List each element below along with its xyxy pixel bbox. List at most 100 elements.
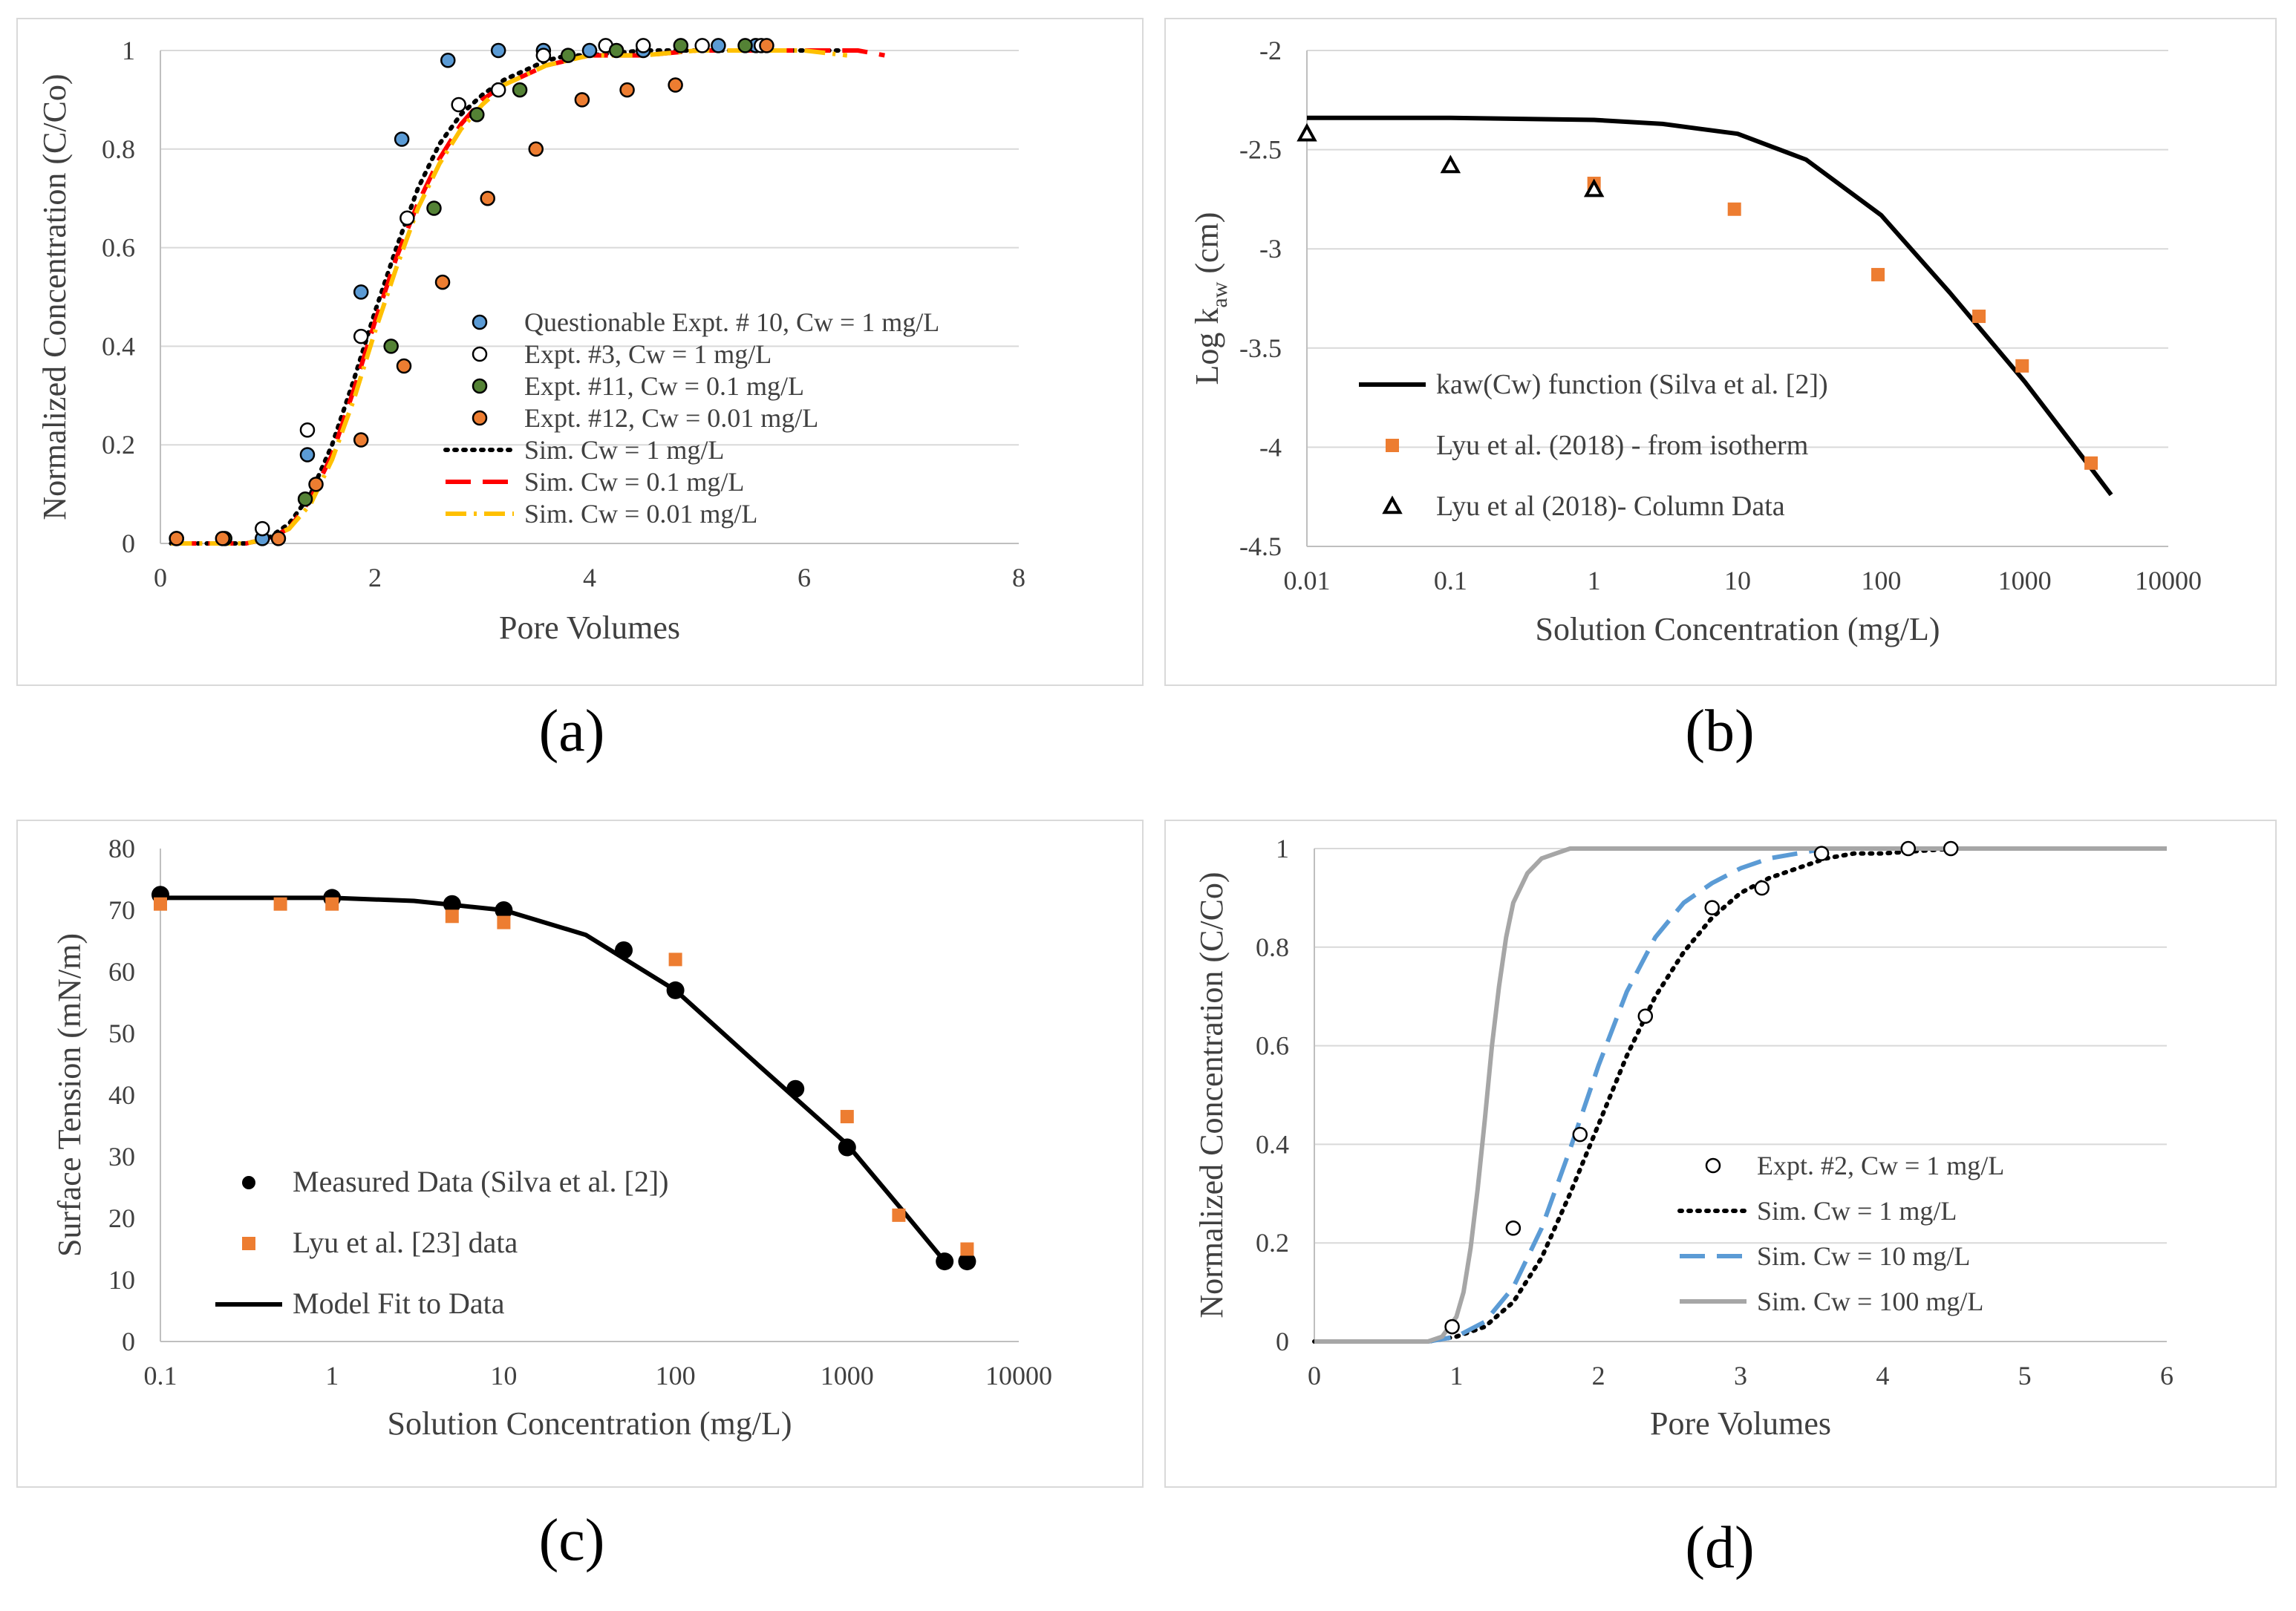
data-point-a-2-10 [737, 38, 753, 53]
y-tick-label-b-2: -3.5 [1239, 333, 1282, 363]
data-point-b-2-1 [1440, 154, 1461, 174]
series-c-1 [154, 897, 974, 1256]
series-d-0 [1444, 840, 1959, 1335]
data-point-c-0-5 [666, 981, 685, 999]
y-axis-title-sub-b: aw [1207, 281, 1232, 307]
data-point-a-0-9 [711, 38, 726, 53]
y-tick-label-d-4: 0.8 [1256, 932, 1289, 962]
y-tick-label-d-1: 0.2 [1256, 1228, 1289, 1258]
data-point-a-0-3 [394, 131, 410, 147]
data-point-c-0-4 [615, 941, 633, 959]
data-point-c-0-7 [838, 1138, 856, 1157]
data-point-c-1-3 [445, 909, 459, 924]
series-a-6 [171, 48, 848, 546]
x-tick-label-b-5: 1000 [1998, 566, 2052, 595]
x-axis-title-b: Solution Concentration (mg/L) [1535, 611, 1940, 647]
series-d-3 [1314, 846, 2167, 1344]
y-axis-title-d: Normalized Concentration (C/Co) [1193, 872, 1230, 1318]
data-point-b-1-5 [2084, 456, 2098, 470]
data-point-c-1-7 [892, 1208, 906, 1222]
panel-label-b: (b) [1685, 699, 1755, 764]
legend-label-a-2: Expt. #11, Cw = 0.1 mg/L [524, 371, 804, 401]
data-point-a-3-1 [215, 531, 231, 546]
y-tick-label-c-5: 50 [108, 1019, 135, 1048]
panel-b-frame [1164, 18, 2277, 686]
x-tick-label-a-4: 8 [1012, 563, 1025, 592]
y-tick-label-c-0: 0 [122, 1327, 135, 1356]
x-tick-label-c-3: 100 [656, 1361, 696, 1391]
legend-label-d-0: Expt. #2, Cw = 1 mg/L [1757, 1151, 2004, 1180]
legend-label-d-2: Sim. Cw = 10 mg/L [1757, 1241, 1970, 1271]
data-point-d-0-6 [1813, 846, 1830, 861]
data-point-a-3-7 [480, 190, 495, 206]
x-tick-label-c-0: 0.1 [144, 1361, 177, 1391]
data-point-a-0-2 [353, 284, 369, 300]
x-tick-label-b-2: 1 [1588, 566, 1601, 595]
legend-swatch-a-3 [472, 410, 488, 426]
data-point-d-0-3 [1637, 1008, 1654, 1025]
data-point-a-1-1 [299, 422, 316, 438]
legend-label-b-0: kaw(Cw) function (Silva et al. [2]) [1436, 369, 1828, 400]
x-tick-label-b-0: 0.01 [1284, 566, 1331, 595]
legend-label-c-1: Lyu et al. [23] data [293, 1226, 518, 1259]
data-point-a-1-8 [636, 38, 651, 53]
data-point-b-1-2 [1871, 267, 1885, 281]
series-c-0 [151, 886, 976, 1271]
series-b-1 [1587, 177, 2098, 470]
panel-a-frame [16, 18, 1144, 686]
data-point-c-1-5 [668, 952, 682, 967]
data-point-d-0-0 [1444, 1318, 1460, 1335]
x-tick-label-a-2: 4 [583, 563, 596, 592]
data-point-a-1-2 [353, 328, 369, 344]
y-tick-label-d-2: 0.4 [1256, 1129, 1289, 1159]
x-tick-label-a-1: 2 [368, 563, 382, 592]
legend-swatch-c-1 [242, 1237, 255, 1250]
data-point-a-3-5 [396, 358, 412, 374]
data-point-a-2-9 [673, 38, 689, 53]
data-point-c-0-8 [936, 1252, 954, 1271]
series-a-3 [169, 38, 774, 546]
chart-c: 0.1 1 10 100 1000 10000 0 10 20 30 40 50 60 70 80 Solut… [51, 834, 1052, 1442]
x-tick-label-c-5: 10000 [985, 1361, 1052, 1391]
legend-label-c-0: Measured Data (Silva et al. [2]) [293, 1165, 668, 1198]
series-a-4 [169, 48, 861, 546]
y-tick-label-c-3: 30 [108, 1142, 135, 1172]
x-tick-label-a-0: 0 [154, 563, 167, 592]
legend-d: Expt. #2, Cw = 1 mg/L Sim. Cw = 1 mg/L Sim… [1677, 1151, 2004, 1316]
data-point-d-0-4 [1704, 900, 1720, 915]
x-tick-label-d-2: 2 [1592, 1361, 1605, 1391]
data-point-a-3-12 [759, 38, 774, 53]
data-point-a-3-2 [270, 531, 287, 546]
data-point-a-2-3 [383, 339, 399, 354]
data-point-d-0-5 [1754, 880, 1770, 896]
y-tick-label-b-0: -4.5 [1239, 532, 1282, 561]
legend-swatch-c-0 [242, 1176, 255, 1189]
y-tick-label-c-4: 40 [108, 1080, 135, 1110]
legend-label-d-3: Sim. Cw = 100 mg/L [1757, 1287, 1983, 1316]
y-tick-label-a-0: 0 [122, 529, 135, 558]
y-tick-label-d-0: 0 [1276, 1327, 1289, 1356]
data-point-a-3-10 [619, 82, 635, 98]
y-axis-title-b: Log kaw (cm) [1189, 212, 1232, 385]
legend-swatch-a-1 [472, 346, 488, 362]
x-tick-label-d-1: 1 [1449, 1361, 1463, 1391]
data-point-a-2-2 [297, 491, 313, 507]
y-tick-label-c-7: 70 [108, 895, 135, 925]
chart-a: 0 2 4 6 8 0 0.2 0.4 0.6 0.8 1 Pore Volumes Normalize… [36, 36, 1025, 646]
series-d-2 [1314, 846, 1855, 1344]
x-tick-label-b-1: 0.1 [1434, 566, 1467, 595]
series-d-1 [1312, 846, 2013, 1344]
data-point-b-1-1 [1727, 202, 1741, 216]
y-tick-label-b-3: -3 [1259, 234, 1282, 264]
y-tick-label-b-1: -4 [1259, 432, 1282, 462]
series-line-a-6 [171, 48, 848, 546]
data-point-a-3-6 [434, 274, 451, 290]
y-axis-title-tail-b: (cm) [1189, 212, 1225, 282]
x-axis-title-d: Pore Volumes [1650, 1405, 1831, 1442]
x-tick-label-d-6: 6 [2160, 1361, 2173, 1391]
legend-b: kaw(Cw) function (Silva et al. [2]) Lyu e… [1359, 369, 1828, 522]
series-line-a-4 [169, 48, 861, 546]
legend-label-a-3: Expt. #12, Cw = 0.01 mg/L [524, 403, 818, 433]
series-line-d-1 [1312, 846, 2013, 1344]
y-tick-label-a-1: 0.2 [102, 430, 135, 460]
